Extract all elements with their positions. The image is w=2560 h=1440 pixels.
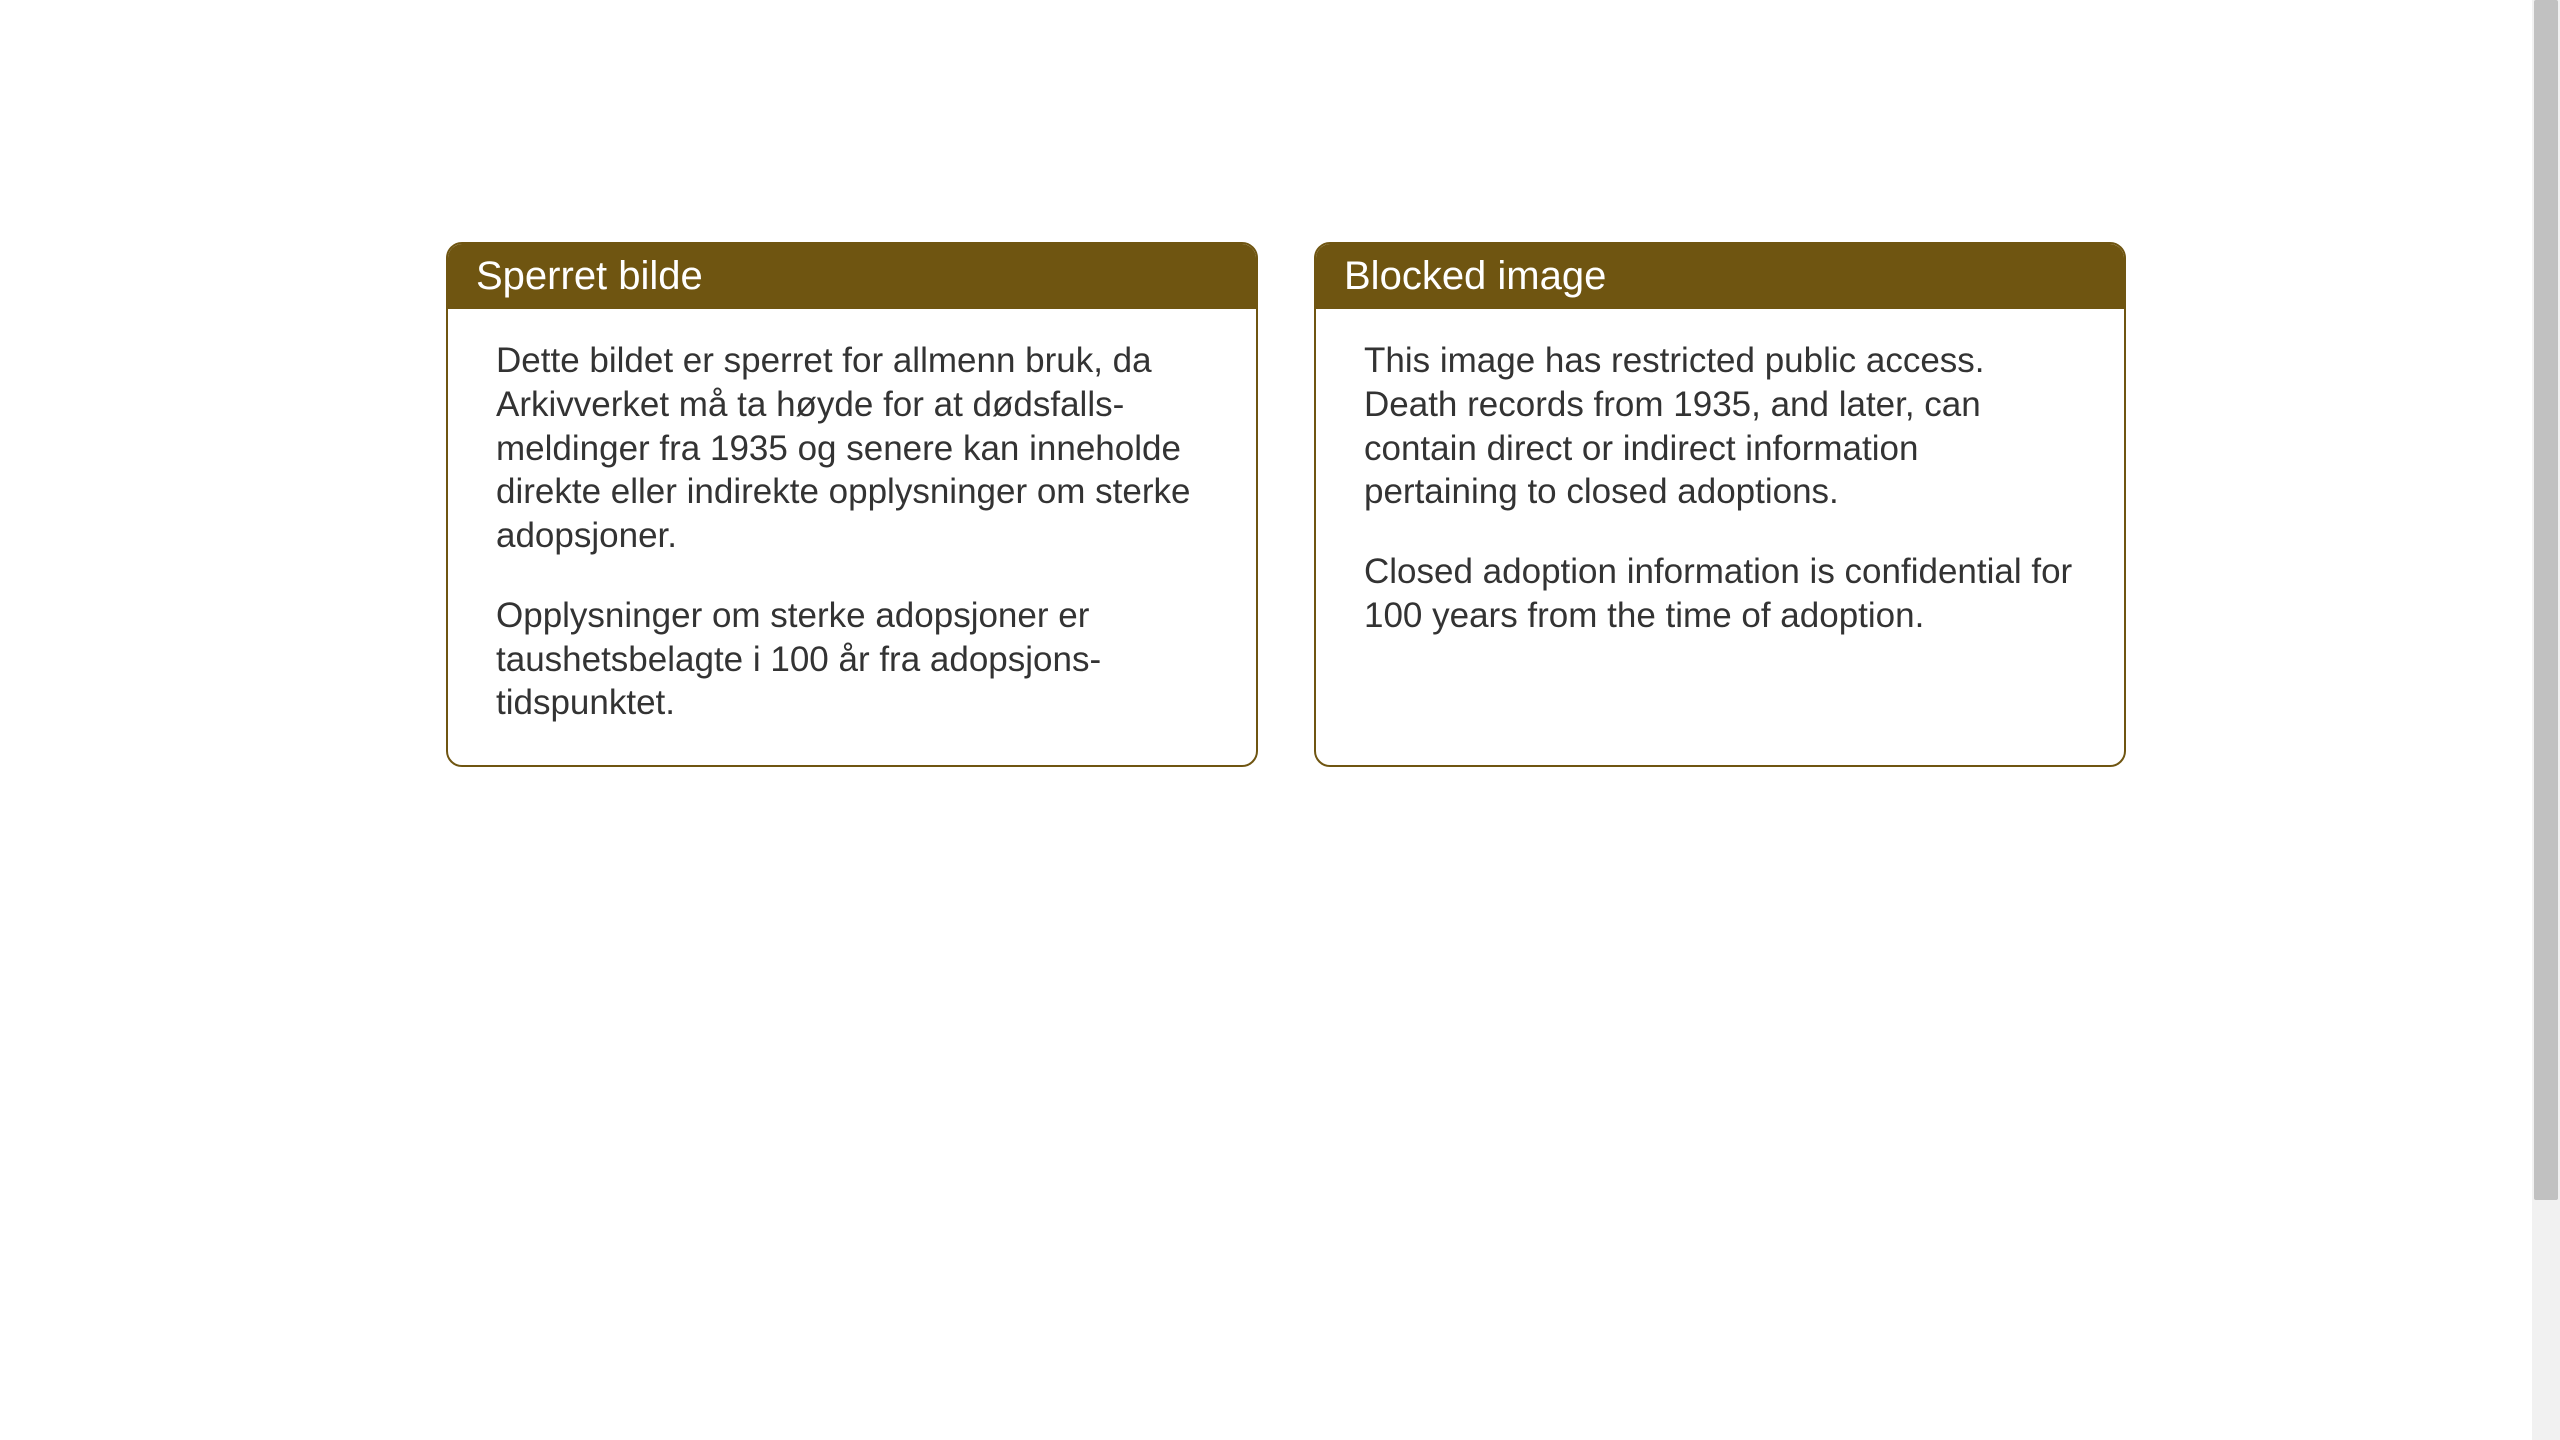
norwegian-card: Sperret bilde Dette bildet er sperret fo…: [446, 242, 1258, 767]
english-card-title: Blocked image: [1316, 244, 2124, 309]
norwegian-card-title: Sperret bilde: [448, 244, 1256, 309]
norwegian-paragraph-1: Dette bildet er sperret for allmenn bruk…: [496, 339, 1208, 558]
vertical-scrollbar[interactable]: [2532, 0, 2560, 1440]
english-paragraph-2: Closed adoption information is confident…: [1364, 550, 2076, 638]
cards-container: Sperret bilde Dette bildet er sperret fo…: [446, 242, 2126, 767]
scrollbar-thumb[interactable]: [2534, 0, 2558, 1200]
english-card: Blocked image This image has restricted …: [1314, 242, 2126, 767]
norwegian-paragraph-2: Opplysninger om sterke adopsjoner er tau…: [496, 594, 1208, 725]
english-card-body: This image has restricted public access.…: [1316, 309, 2124, 678]
norwegian-card-body: Dette bildet er sperret for allmenn bruk…: [448, 309, 1256, 765]
english-paragraph-1: This image has restricted public access.…: [1364, 339, 2076, 514]
